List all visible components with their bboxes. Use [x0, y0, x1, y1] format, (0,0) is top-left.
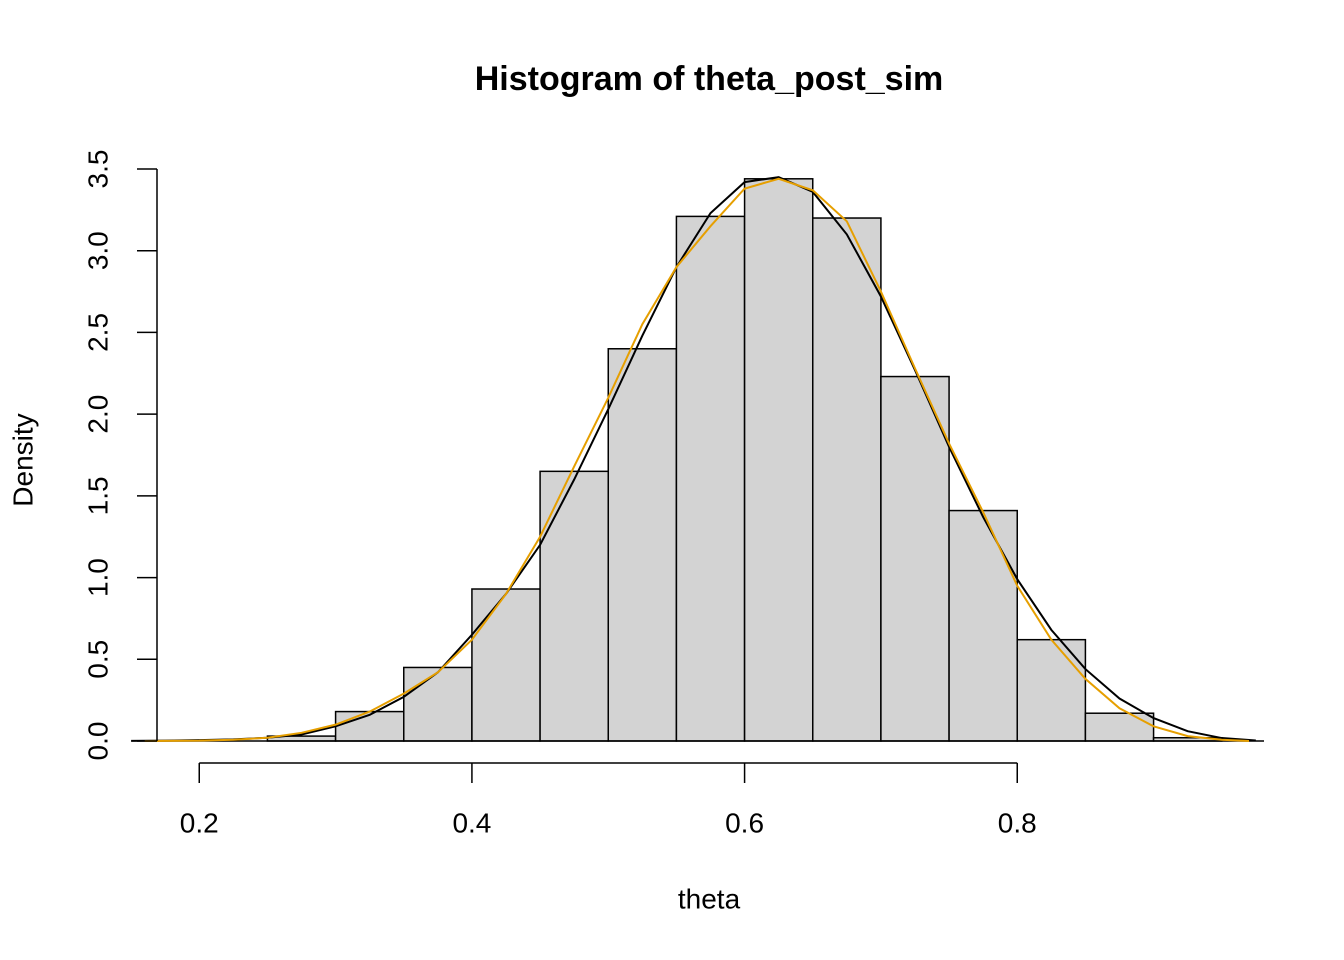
bar — [471, 588, 541, 742]
bar — [403, 666, 473, 742]
y-tick-label: 0.5 — [82, 640, 113, 679]
y-tick-label: 1.5 — [82, 476, 113, 515]
bar — [880, 375, 950, 742]
bar — [743, 178, 814, 742]
bar — [1084, 712, 1155, 742]
x-tick-label: 0.8 — [998, 807, 1037, 838]
y-tick-label: 3.5 — [82, 150, 113, 189]
x-tick-label: 0.4 — [452, 807, 491, 838]
y-tick-label: 3.0 — [82, 231, 113, 270]
bar — [811, 217, 882, 742]
x-tick-label: 0.6 — [725, 807, 764, 838]
bar — [539, 470, 610, 742]
x-axis-label: theta — [678, 883, 741, 914]
y-axis-label: Density — [7, 413, 38, 506]
bar — [675, 215, 746, 742]
density-line — [144, 177, 1250, 742]
bar — [607, 348, 678, 742]
y-tick-label: 2.0 — [82, 395, 113, 434]
density-line — [131, 176, 1256, 742]
y-tick-label: 0.0 — [82, 722, 113, 761]
chart-title: Histogram of theta_post_sim — [475, 60, 944, 98]
y-tick-label: 1.0 — [82, 558, 113, 597]
y-tick-label: 2.5 — [82, 313, 113, 352]
bar — [1016, 638, 1087, 742]
bar — [948, 509, 1018, 742]
x-tick-label: 0.2 — [180, 807, 219, 838]
bar — [334, 710, 405, 742]
